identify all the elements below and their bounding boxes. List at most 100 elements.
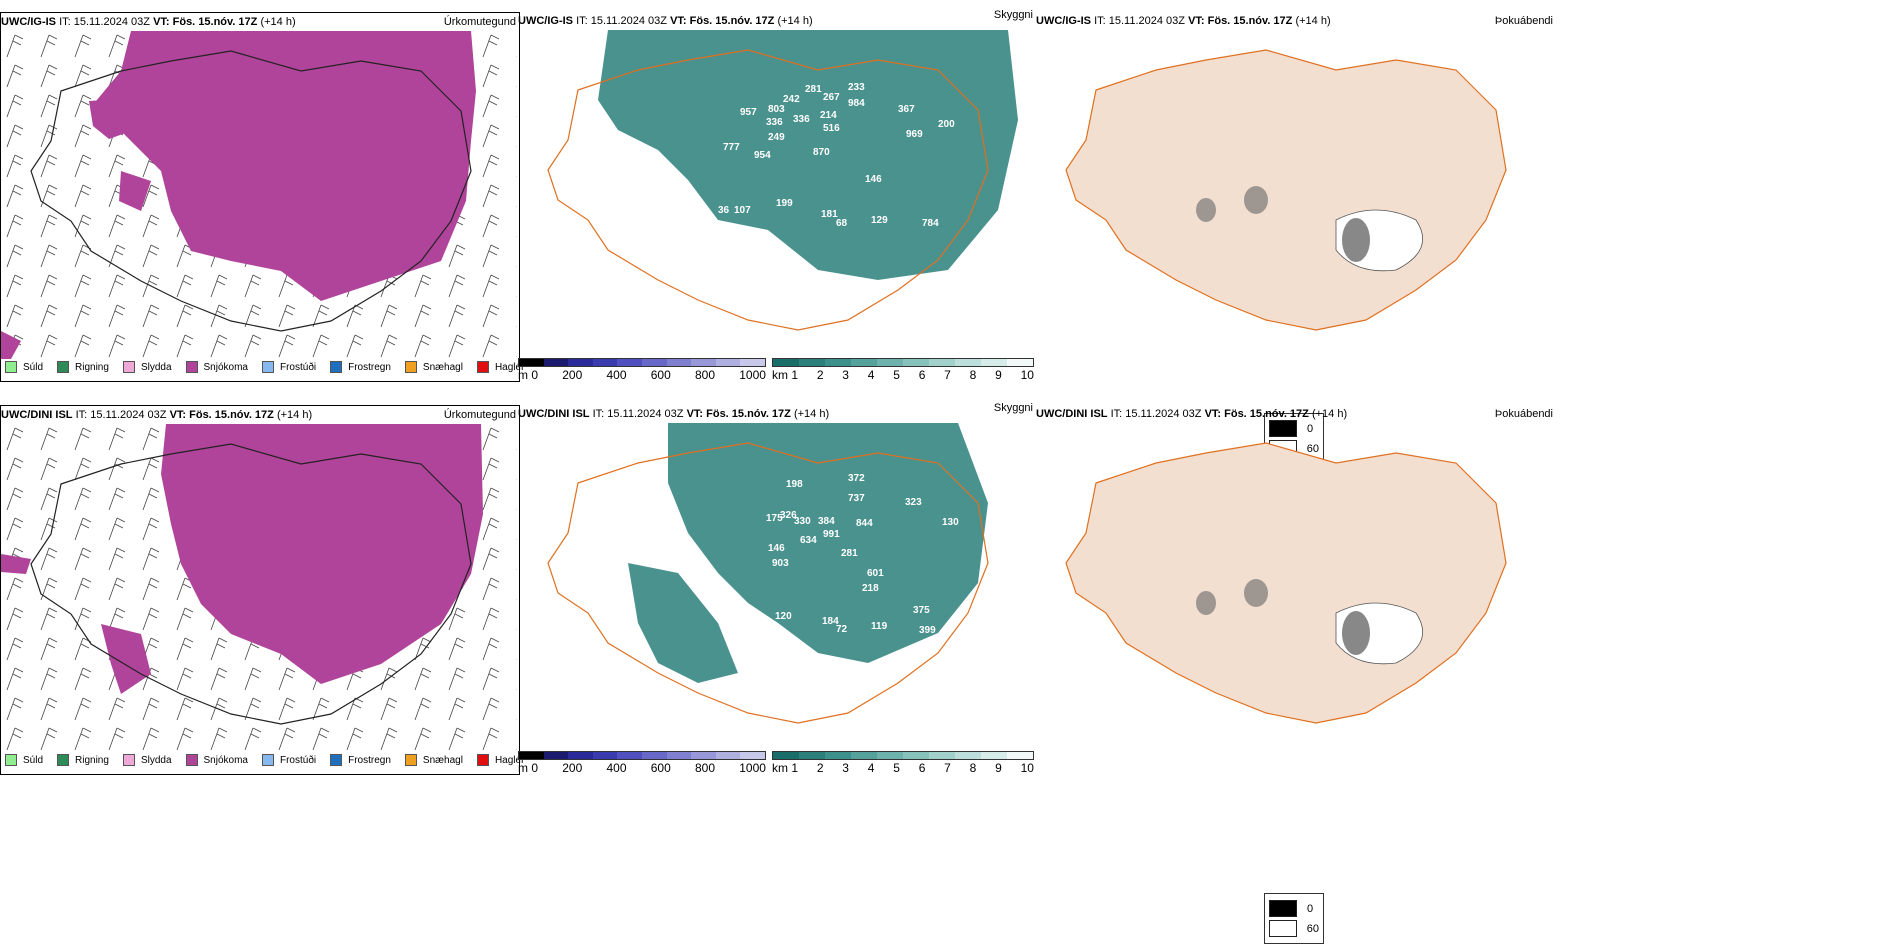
tick-label: 4 (867, 368, 875, 382)
ceiling-label: 181 (780, 315, 797, 326)
ceiling-label: 984 (848, 98, 865, 109)
row1-precip-header: UWC/IG-IS IT: 15.11.2024 03Z VT: Fös. 15… (1, 13, 519, 31)
visibility-colorbar-cells (772, 358, 1034, 367)
ceiling-label: 737 (848, 493, 865, 504)
fog-legend: 0 60 (1264, 893, 1324, 944)
vis-unit: km (772, 761, 788, 775)
ceiling-label: 242 (783, 94, 800, 105)
model-name: UWC/DINI ISL (1, 409, 73, 421)
visibility-colorbar-cells (772, 751, 1034, 760)
legend-swatch (330, 361, 343, 373)
ceiling-label: 140 (698, 222, 715, 233)
ceiling-label: 784 (922, 218, 939, 229)
land-area (1065, 442, 1507, 724)
colorbar-cell (773, 359, 799, 366)
legend-label: Haglél (494, 754, 524, 766)
legend-swatch (122, 361, 135, 373)
precip-legend: Súld Rigning Slydda Snjókoma Frostúði Fr… (5, 361, 537, 373)
legend-swatch (476, 754, 489, 766)
fog-legend-label: 0 (1307, 902, 1314, 915)
colorbar-cell (955, 752, 981, 759)
ceiling-colorbar: m 0 200 400 600 800 1000 (518, 751, 766, 775)
it-label: IT: (75, 409, 88, 421)
it-label: IT: (59, 16, 71, 28)
ceiling-label: 467 (654, 190, 671, 201)
legend-label: Slydda (140, 754, 172, 766)
tick-label: 9 (995, 761, 1002, 775)
ceiling-label: 333 (704, 240, 721, 251)
lead-time: (+14 h) (260, 16, 296, 28)
colorbar-cell (691, 359, 716, 366)
fog-legend-label: 60 (1306, 922, 1319, 935)
panel-title: Úrkomutegund (443, 409, 516, 421)
legend-item: Rigning (57, 754, 109, 766)
model-name: UWC/IG-IS (1, 16, 56, 28)
legend-label: Rigning (75, 361, 109, 373)
legend-label: Súld (23, 361, 44, 373)
legend-item: Frostregn (330, 361, 391, 373)
ceiling-label: 323 (905, 497, 922, 508)
tick-label: 9 (995, 368, 1002, 382)
precip-legend: Súld Rigning Slydda Snjókoma Frostúði Fr… (5, 754, 537, 766)
ceiling-label: 72 (836, 624, 848, 635)
colorbar-cell (825, 752, 851, 759)
ceiling-label: 330 (794, 516, 811, 527)
iceland-coastline (30, 443, 472, 725)
colorbar-cell (773, 752, 799, 759)
legend-item: Súld (5, 361, 43, 373)
ceiling-label: 218 (862, 583, 879, 594)
ceiling-label: 58 (718, 615, 730, 626)
it-value: 15.11.2024 03Z (73, 16, 150, 28)
legend-item: Haglél (476, 754, 524, 766)
tick-label: 600 (650, 761, 671, 775)
vt-label: VT: (153, 16, 170, 28)
vt-value: Fös. 15.nóv. 17Z (689, 15, 775, 27)
tick-label: 5 (893, 761, 900, 775)
colorbar-cell (1007, 752, 1033, 759)
tick-label: 6 (918, 761, 926, 775)
ceiling-colorbar-cells (518, 751, 766, 760)
ceiling-label: 99 (747, 722, 759, 733)
ceiling-label: 129 (871, 215, 888, 226)
colorbar-cell (592, 359, 618, 366)
ceiling-label: 336 (793, 114, 810, 125)
fog-map (1065, 442, 1507, 724)
colorbar-cell (799, 752, 825, 759)
colorbar-cell (568, 752, 593, 759)
colorbar-cell (851, 752, 877, 759)
colorbar-cell (617, 359, 642, 366)
road-network (547, 49, 989, 331)
row2-fog-panel: UWC/DINI ISL IT: 15.11.2024 03Z VT: Fös.… (1036, 405, 1556, 773)
ceiling-label: 184 (822, 616, 839, 627)
tick-label: 7 (944, 368, 951, 382)
ceiling-label: 326 (780, 510, 797, 521)
legend-swatch (476, 361, 489, 373)
legend-label: Súld (23, 754, 44, 766)
ceiling-label: 198 (786, 479, 803, 490)
ceiling-label: 367 (898, 104, 915, 115)
ceiling-label: 844 (856, 518, 873, 529)
ceiling-label: 870 (813, 147, 830, 158)
ceiling-label: 146 (865, 174, 882, 185)
precip-map (1, 424, 517, 752)
visibility-colorbar: km 1 2 3 4 5 6 7 8 9 10 (772, 751, 1034, 775)
ceiling-label: 803 (768, 104, 785, 115)
fog-map (1065, 49, 1507, 331)
colorbar-cell (691, 752, 716, 759)
road-network (547, 442, 989, 724)
panel-title: Úrkomutegund (443, 16, 516, 28)
colorbar-cell (641, 752, 667, 759)
tick-label: 0 (531, 761, 539, 775)
tick-label: 8 (969, 761, 977, 775)
row1-fog-header: UWC/IG-IS IT: 15.11.2024 03Z VT: Fös. 15… (1036, 12, 1556, 30)
colorbar-cell (543, 359, 569, 366)
tick-label: 10 (1020, 761, 1034, 775)
tick-label: 1 (791, 761, 799, 775)
colorbar-cell (877, 359, 903, 366)
snow-area (1, 554, 31, 574)
legend-swatch (330, 754, 343, 766)
colorbar-cell (715, 752, 741, 759)
colorbar-cell (715, 359, 741, 366)
